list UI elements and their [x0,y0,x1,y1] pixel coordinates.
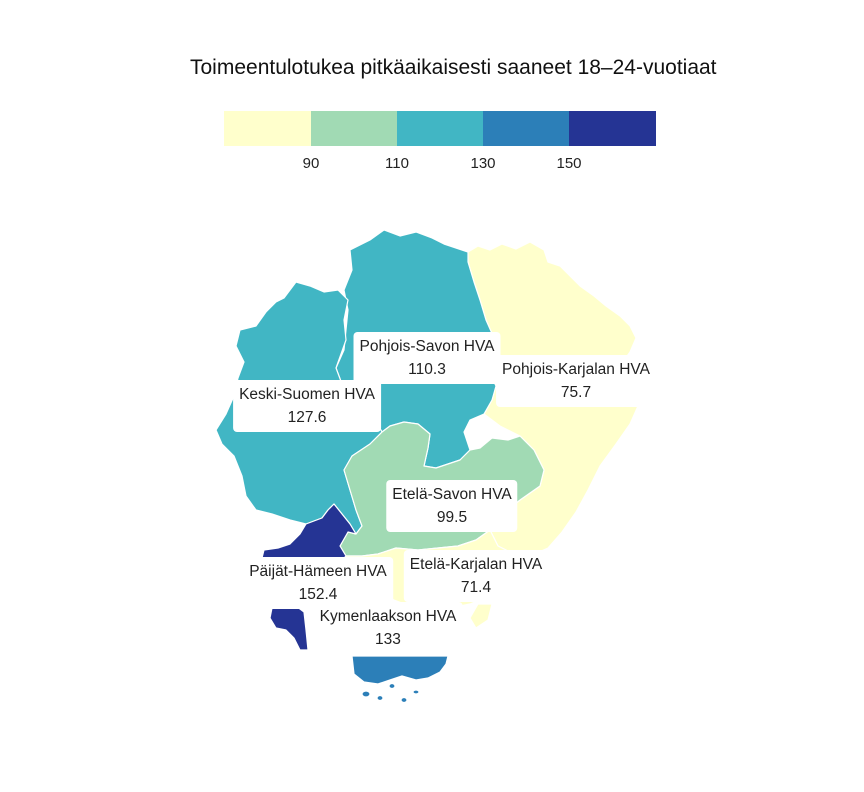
kymenlaakso-island-4 [400,696,408,704]
region-name: Kymenlaakson HVA [319,608,457,625]
legend-tick-150: 150 [556,155,582,172]
map-title: Toimeentulotukea pitkäaikaisesti saaneet… [190,56,717,79]
kymenlaakso-island-2 [376,694,384,702]
legend-swatch-0 [224,111,311,146]
label-pohjois-karjalan: Pohjois-Karjalan HVA 75.7 [496,355,656,407]
region-kymenlaakson[interactable] [351,655,449,685]
region-name: Etelä-Karjalan HVA [409,556,543,573]
region-name: Keski-Suomen HVA [239,386,375,403]
region-name: Päijät-Hämeen HVA [249,563,387,580]
region-value: 110.3 [408,361,446,378]
region-name: Pohjois-Savon HVA [359,338,495,355]
legend-swatch-4 [569,111,656,146]
kymenlaakso-island-1 [361,690,371,698]
region-value: 133 [375,631,401,648]
kymenlaakso-island-3 [388,682,396,690]
region-name: Pohjois-Karjalan HVA [502,361,650,378]
label-etela-karjalan: Etelä-Karjalan HVA 71.4 [403,550,549,602]
legend-swatch-1 [311,111,397,146]
label-keski-suomen: Keski-Suomen HVA 127.6 [233,380,381,432]
legend-tick-130: 130 [470,155,496,172]
region-value: 99.5 [436,509,468,526]
kymenlaakso-island-5 [412,689,420,695]
label-etela-savon: Etelä-Savon HVA 99.5 [386,480,518,532]
color-legend: 90 110 130 150 [224,111,656,172]
region-value: 75.7 [560,384,592,401]
label-paijat-hameen: Päijät-Hämeen HVA 152.4 [243,557,393,609]
region-value: 71.4 [460,579,492,596]
legend-swatch-3 [483,111,569,146]
legend-tick-110: 110 [385,155,409,172]
label-pohjois-savon: Pohjois-Savon HVA 110.3 [353,332,501,384]
legend-swatch-2 [397,111,483,146]
label-kymenlaakson: Kymenlaakson HVA 133 [313,602,463,654]
legend-tick-90: 90 [302,155,320,172]
region-paijat-hameen-south [269,605,309,651]
region-value: 152.4 [298,586,338,603]
region-name: Etelä-Savon HVA [392,486,512,503]
region-etela-karjalan-coast [469,603,493,629]
region-value: 127.6 [287,409,327,426]
